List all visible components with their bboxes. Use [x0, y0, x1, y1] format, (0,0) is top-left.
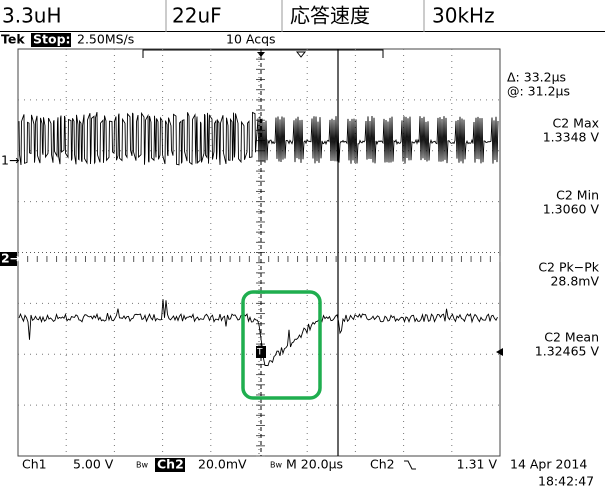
brand: Tek [1, 32, 25, 47]
trigger-level: 1.31 V [457, 457, 498, 472]
acquisitions: 10 Acqs [226, 32, 276, 47]
header-cell: 応答速度 [290, 4, 370, 28]
ch1-waveform [18, 111, 499, 166]
trigger-marker: T [256, 348, 263, 358]
readout-label: C2 Pk−Pk [538, 260, 599, 275]
trigger-source: Ch2 [370, 457, 395, 472]
readout-value: 28.8mV [550, 274, 599, 289]
ch1-scale: 5.00 V [73, 457, 114, 472]
trigger-slope [404, 460, 416, 470]
readout-label: C2 Mean [544, 330, 599, 345]
bw-icon: Bw [270, 461, 282, 470]
timebase: M 20.0μs [286, 457, 343, 472]
readout-value: 1.3060 V [543, 202, 600, 217]
ch2-marker: 2→ [1, 251, 20, 266]
bw-icon: Bw [136, 461, 148, 470]
readout-value: 1.3348 V [543, 130, 600, 145]
ch2-label: Ch2 [157, 457, 184, 472]
trigger-marker-bg [256, 346, 266, 358]
date: 14 Apr 2014 [510, 457, 587, 472]
readout-label: C2 Min [556, 188, 599, 203]
stop-badge [31, 33, 71, 47]
trigger-level-arrow [496, 348, 503, 356]
readout-value: 1.32465 V [535, 344, 600, 359]
header-cell: 3.3uH [2, 4, 62, 28]
expansion-point [295, 51, 307, 58]
ch2-marker-bg [0, 252, 17, 266]
ch2-badge [155, 458, 185, 472]
run-state: Stop: [33, 32, 71, 47]
header-bg [0, 0, 605, 32]
header-cell: 22uF [172, 4, 222, 28]
highlight-box [241, 290, 322, 400]
waveforms [18, 111, 499, 367]
ch2-scale: 20.0mV [198, 457, 247, 472]
readout-at: @: 31.2μs [507, 84, 570, 99]
record-bracket [142, 49, 384, 58]
clock: 18:42:47 [538, 474, 594, 489]
ch2-waveform [18, 299, 498, 367]
ch1-label: Ch1 [22, 457, 47, 472]
header-cell: 30kHz [432, 4, 495, 28]
readout-delta: Δ: 33.2μs [507, 70, 566, 85]
sample-rate: 2.50MS/s [77, 32, 134, 47]
graticule [17, 48, 501, 457]
ch1-marker: 1→ [1, 153, 19, 168]
readout-label: C2 Max [553, 116, 600, 131]
